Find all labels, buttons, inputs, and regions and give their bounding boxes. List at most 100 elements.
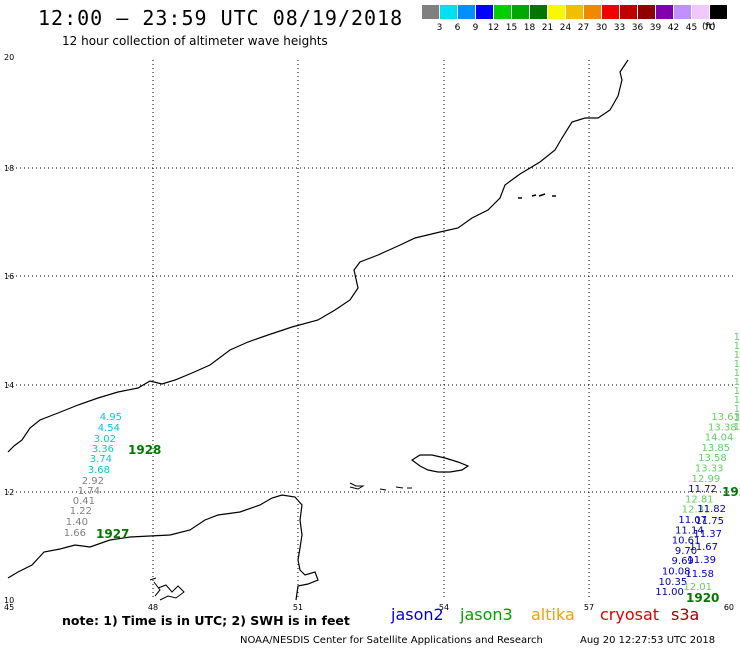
scale-label: 3 [436, 23, 443, 33]
scale-label: 12 [487, 23, 500, 33]
scale-swatch [602, 5, 619, 19]
chart-subtitle: 12 hour collection of altimeter wave hei… [62, 34, 328, 48]
swh-value: 11.00 [655, 587, 684, 598]
islet-2 [379, 488, 387, 491]
swh-value: 10.35 [659, 577, 688, 588]
legend-s3a: s3a [671, 605, 700, 624]
swh-value-clipped: 1 [734, 386, 740, 397]
swh-value-clipped: 1 [734, 341, 740, 352]
scale-label: 39 [649, 23, 662, 33]
scale-label: 33 [613, 23, 626, 33]
scale-label: 9 [472, 23, 479, 33]
scale-label: 21 [541, 23, 554, 33]
legend-jason3: jason3 [460, 605, 513, 624]
scale-swatch [458, 5, 475, 19]
swh-value-clipped: 1 [734, 422, 740, 433]
swh-value: 11.82 [697, 504, 726, 515]
lon-tick-label: 45 [4, 603, 14, 612]
pass-id: 1928 [128, 443, 161, 457]
swh-value-clipped: 1 [734, 395, 740, 406]
grid-lines [8, 60, 734, 600]
chart-title: 12:00 – 23:59 UTC 08/19/2018 [38, 6, 404, 30]
swh-value: 2.92 [82, 476, 104, 487]
scale-swatch [584, 5, 601, 19]
lat-tick-label: 12 [4, 488, 14, 497]
swh-value: 13.33 [695, 464, 724, 475]
swh-value: 13.58 [698, 453, 727, 464]
legend-jason2: jason2 [391, 605, 444, 624]
scale-swatch [422, 5, 439, 19]
swh-value: 0.41 [73, 496, 95, 507]
swh-value: 9.70 [675, 546, 697, 557]
inland-feature [149, 577, 185, 601]
scale-swatch [566, 5, 583, 19]
swh-value: 3.02 [94, 434, 116, 445]
scale-swatch [710, 5, 727, 19]
scale-label: 42 [667, 23, 680, 33]
swh-value: 11.14 [675, 525, 704, 536]
islets-kuria [518, 193, 556, 199]
note-text: note: 1) Time is in UTC; 2) SWH is in fe… [62, 613, 350, 628]
swh-value-clipped: 1 [734, 368, 740, 379]
swh-value: 10.61 [672, 536, 701, 547]
legend-altika: altika [531, 605, 575, 624]
scale-label: 18 [523, 23, 536, 33]
axis-labels: 45 48 51 54 57 60 20 18 16 14 12 10 [4, 53, 734, 612]
lon-tick-label: 57 [584, 603, 594, 612]
swh-value: 12.01 [683, 582, 712, 593]
scale-label: 70 [703, 23, 716, 33]
swh-value: 11.75 [695, 516, 724, 527]
swh-value: 4.54 [98, 423, 120, 434]
swh-value: 4.95 [100, 412, 122, 423]
scale-swatch [620, 5, 637, 19]
scale-label: 15 [505, 23, 518, 33]
lon-tick-label: 51 [293, 603, 303, 612]
swh-value: 11.67 [689, 542, 718, 553]
lat-tick-label: 14 [4, 381, 14, 390]
swh-value: 11.39 [687, 555, 716, 566]
scale-unit: (ft) [702, 22, 716, 32]
pass-id: 1920 [686, 591, 719, 605]
swh-value: 12.99 [692, 474, 721, 485]
footer-credit: NOAA/NESDIS Center for Satellite Applica… [240, 635, 543, 646]
swh-value: 3.74 [90, 454, 112, 465]
islet-3 [395, 486, 412, 489]
lon-tick-label: 48 [148, 603, 158, 612]
scale-label: 30 [595, 23, 608, 33]
swh-value: 11.37 [693, 529, 722, 540]
swh-value-clipped: 1 [734, 404, 740, 415]
swh-value: 10.08 [662, 567, 691, 578]
scale-swatch [440, 5, 457, 19]
swh-value: 11.58 [685, 569, 714, 580]
swh-value-clipped: 1 [734, 413, 740, 424]
swh-value: 12.31 [682, 505, 711, 516]
scale-swatch [674, 5, 691, 19]
swh-value: 14.04 [705, 433, 734, 444]
swh-value-clipped: 1 [734, 332, 740, 343]
lat-tick-label: 20 [4, 53, 14, 62]
swh-value: 11.72 [688, 484, 717, 495]
scale-swatch [656, 5, 673, 19]
swh-value: 1.66 [64, 528, 86, 539]
swh-value: 3.68 [88, 465, 110, 476]
lon-tick-label: 54 [439, 603, 449, 612]
scale-label: 27 [577, 23, 590, 33]
swh-value: 1.22 [70, 506, 92, 517]
scale-label: 6 [454, 23, 461, 33]
map-frame [8, 60, 734, 600]
island-socotra [410, 454, 470, 473]
swh-value-clipped: 1 [734, 350, 740, 361]
pass-id: 1927 [96, 527, 129, 541]
islet-1 [349, 482, 365, 490]
coastline-arabia [7, 59, 629, 453]
swh-value: 11.07 [678, 515, 707, 526]
scale-swatch [494, 5, 511, 19]
scale-swatch [476, 5, 493, 19]
swh-value: 9.69 [672, 556, 694, 567]
swh-value: 1.74 [78, 486, 100, 497]
scale-label: 45 [685, 23, 698, 33]
swh-value: 13.85 [701, 443, 730, 454]
swh-value: 1.40 [66, 517, 88, 528]
lat-tick-label: 16 [4, 272, 14, 281]
